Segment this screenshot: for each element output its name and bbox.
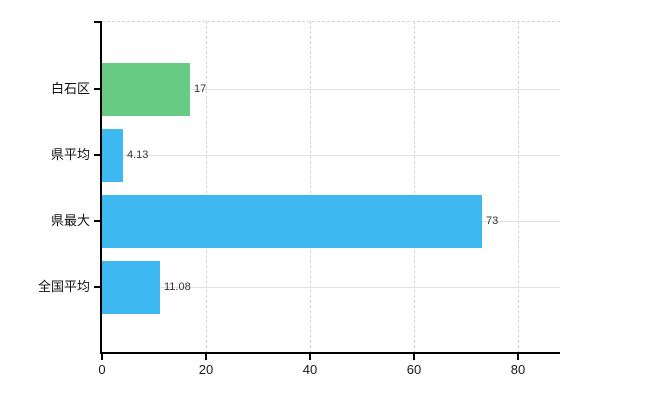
y-tick	[94, 88, 100, 90]
h-gridline	[102, 89, 560, 90]
category-label: 県最大	[50, 213, 90, 228]
h-gridline	[102, 155, 560, 156]
category-label: 全国平均	[37, 279, 90, 294]
category-label: 白石区	[50, 81, 90, 96]
bar	[102, 129, 123, 182]
bar-value-label: 73	[486, 215, 499, 227]
bar	[102, 261, 160, 314]
bar	[102, 63, 190, 116]
bar-value-label: 17	[194, 83, 207, 95]
x-tick	[205, 354, 207, 360]
x-tick-label: 40	[302, 362, 318, 377]
top-border	[102, 21, 560, 22]
bar-value-label: 4.13	[127, 149, 149, 161]
x-tick-label: 20	[198, 362, 214, 377]
y-tick	[94, 154, 100, 156]
x-tick-label: 0	[98, 362, 106, 377]
bar	[102, 195, 482, 248]
v-gridline	[518, 21, 519, 353]
x-tick	[309, 354, 311, 360]
v-gridline	[206, 21, 207, 353]
v-gridline	[310, 21, 311, 353]
x-tick-label: 60	[406, 362, 422, 377]
category-label: 県平均	[50, 147, 90, 162]
x-tick	[413, 354, 415, 360]
bar-value-label: 11.08	[164, 281, 191, 293]
y-tick	[94, 220, 100, 222]
x-axis-line	[100, 352, 560, 354]
x-tick	[101, 354, 103, 360]
x-tick	[517, 354, 519, 360]
x-tick-label: 80	[510, 362, 526, 377]
h-gridline	[102, 287, 560, 288]
y-axis-line	[100, 21, 102, 354]
v-gridline	[414, 21, 415, 353]
y-axis-top-tick	[94, 21, 100, 23]
y-tick	[94, 286, 100, 288]
